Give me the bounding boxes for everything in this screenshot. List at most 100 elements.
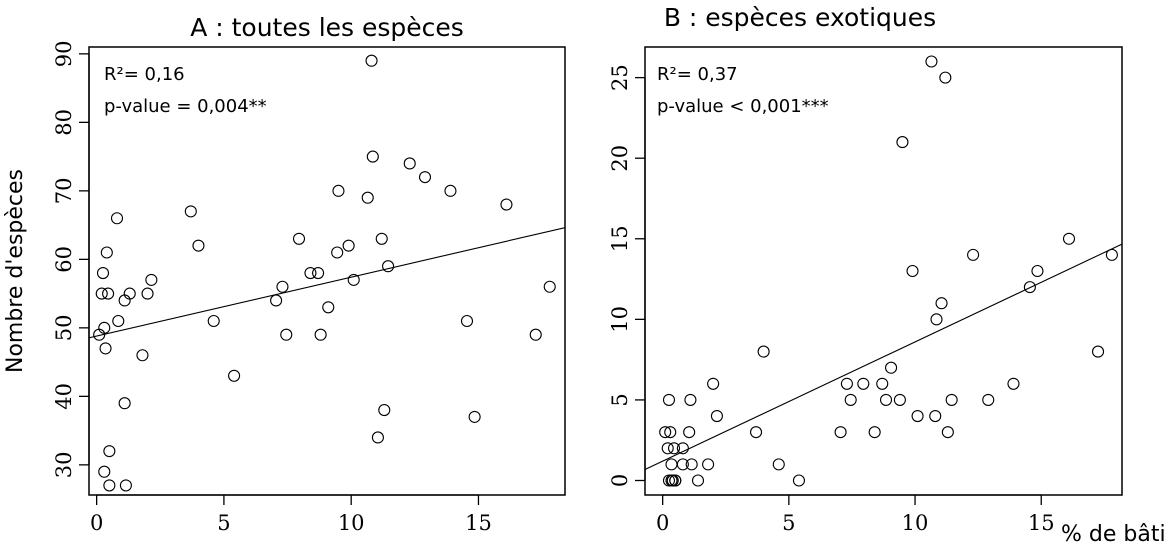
- panel-a-y-tick-label: 30: [52, 451, 76, 478]
- panel-b-data-point: [676, 442, 689, 455]
- panel-b-data-point: [669, 474, 682, 487]
- panel-a-data-point: [95, 287, 108, 300]
- panel-b-data-point: [840, 377, 853, 390]
- panel-a-data-point: [314, 328, 327, 341]
- panel-a-data-point: [102, 287, 115, 300]
- panel-a-data-point: [145, 273, 158, 286]
- panel-a-title: A : toutes les espèces: [190, 13, 464, 42]
- panel-a-regression-line: [89, 227, 565, 339]
- panel-b-data-point: [1007, 377, 1020, 390]
- panel-b-data-point: [941, 426, 954, 439]
- panel-a-data-point: [361, 191, 374, 204]
- panel-a-data-point: [184, 205, 197, 218]
- panel-a-data-point: [347, 273, 360, 286]
- panel-a-y-axis-label: Nombre d'espèces: [3, 169, 28, 373]
- panel-b-data-point: [661, 442, 674, 455]
- panel-a-y-tick-label: 60: [52, 246, 76, 273]
- panel-b-data-point: [930, 313, 943, 326]
- panel-a-data-point: [98, 321, 111, 334]
- panel-a-x-tick-label: 0: [90, 511, 103, 535]
- panel-b-data-point: [911, 409, 924, 423]
- panel-a-data-point: [468, 410, 481, 423]
- panel-a-data-point: [371, 431, 384, 444]
- panel-b-data-point: [885, 361, 898, 374]
- panel-b-data-point: [935, 297, 948, 310]
- panel-b-data-point: [896, 136, 909, 149]
- panel-a-data-point: [280, 328, 293, 341]
- panel-a-data-point: [366, 150, 379, 163]
- panel-b-data-point: [868, 426, 881, 439]
- panel-a-x-tick-label: 10: [338, 511, 365, 535]
- panel-b-data-point: [945, 393, 958, 406]
- panel-b-axes: 0 5 10 15 0 5 10 15 20 25: [608, 64, 1055, 535]
- panel-a-data-point: [207, 314, 220, 328]
- panel-b-marks: [645, 55, 1122, 487]
- panel-b-data-point: [667, 442, 681, 455]
- panel-a-data-point: [322, 301, 335, 314]
- panel-b-data-point: [876, 377, 889, 390]
- panel-b-x-tick-label: 10: [902, 511, 929, 535]
- panel-b-data-point: [749, 426, 763, 439]
- panel-b-data-point: [685, 458, 698, 471]
- panel-a-p-value-annotation: p-value = 0,004**: [104, 96, 267, 117]
- panel-b-data-point: [792, 474, 806, 487]
- panel-b-x-tick-label: 0: [656, 511, 669, 535]
- panel-b-data-point: [844, 393, 857, 406]
- panel-a-data-point: [99, 342, 112, 355]
- panel-b-data-point: [662, 393, 676, 406]
- panel-a-data-point: [378, 404, 391, 417]
- panel-a-y-tick-label: 90: [52, 40, 76, 67]
- panel-a-data-point: [403, 157, 416, 170]
- panel-a-axes: 0 5 10 15 30 40 50 60 70 80 90: [52, 40, 492, 535]
- panel-a-data-point: [192, 239, 205, 252]
- panel-b-data-point: [982, 393, 995, 406]
- panel-a-data-point: [103, 479, 116, 492]
- panel-a-y-tick-label: 80: [52, 109, 76, 136]
- panel-a-data-point: [136, 349, 149, 362]
- panel-a-data-point: [123, 287, 136, 300]
- panel-b-data-point: [834, 426, 847, 439]
- panel-b-data-point: [659, 426, 672, 439]
- panel-b-data-point: [893, 393, 906, 406]
- panel-b: B : espèces exotiques R²= 0,37 p-value <…: [608, 3, 1166, 547]
- panel-a-data-point: [331, 246, 344, 259]
- panel-b-data-point: [772, 458, 785, 471]
- panel-a-data-point: [500, 198, 513, 211]
- panel-b-y-tick-label: 0: [608, 474, 632, 487]
- panel-a-data-point: [304, 267, 317, 280]
- panel-a-data-point: [119, 479, 132, 492]
- panel-b-data-point: [906, 264, 919, 278]
- panel-b-data-point: [684, 393, 697, 406]
- panel-b-p-value-annotation: p-value < 0,001***: [657, 96, 829, 117]
- panel-b-y-tick-label: 10: [608, 306, 632, 333]
- panel-b-data-point: [665, 458, 678, 471]
- panel-b-y-tick-label: 15: [608, 225, 632, 252]
- panel-a-data-point: [529, 328, 542, 341]
- panel-a-data-point: [365, 54, 378, 67]
- panel-a-data-point: [312, 267, 325, 280]
- panel-b-data-point: [676, 458, 689, 471]
- panel-a-data-point: [98, 465, 111, 478]
- panel-b-data-point: [707, 377, 720, 390]
- panel-a-data-point: [96, 267, 110, 280]
- panel-b-data-point: [1091, 345, 1105, 358]
- panel-a-data-point: [112, 314, 125, 328]
- panel-b-data-point: [939, 71, 952, 84]
- panel-b-data-point: [1105, 248, 1118, 261]
- panel-a-y-tick-label: 40: [52, 383, 76, 410]
- panel-a-data-point: [118, 397, 131, 410]
- panel-a-data-point: [332, 184, 345, 197]
- panel-b-x-tick-label: 5: [782, 511, 795, 535]
- panel-b-data-point: [1031, 264, 1044, 278]
- panel-a-data-point: [292, 232, 306, 245]
- panel-b-title: B : espèces exotiques: [664, 3, 936, 32]
- panel-a-x-tick-label: 5: [217, 511, 230, 535]
- panel-a-data-point: [110, 212, 124, 225]
- panel-b-data-point: [683, 426, 696, 439]
- panel-a-y-tick-label: 50: [52, 314, 76, 341]
- panel-a-x-tick-label: 15: [465, 511, 492, 535]
- panel-b-data-point: [929, 409, 942, 423]
- panel-b-data-point: [925, 55, 938, 68]
- panel-b-data-point: [1062, 232, 1076, 245]
